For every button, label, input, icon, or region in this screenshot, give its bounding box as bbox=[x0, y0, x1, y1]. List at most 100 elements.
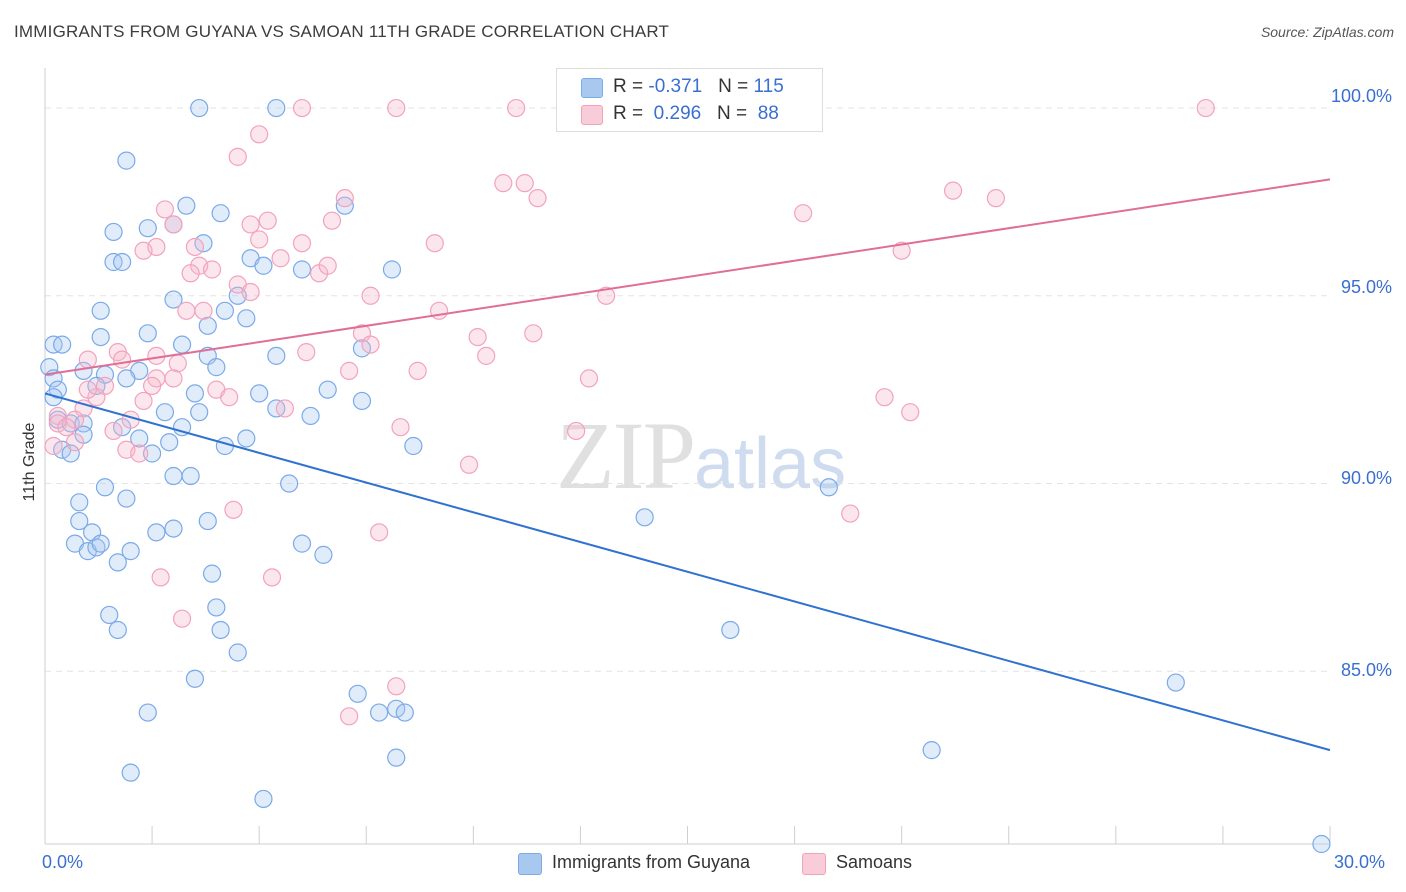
samoan-point bbox=[340, 361, 359, 380]
samoan-point bbox=[181, 264, 200, 283]
legend-r-label: R = bbox=[613, 76, 649, 97]
guyana-point bbox=[138, 324, 157, 343]
guyana-point bbox=[721, 620, 740, 640]
samoan-point bbox=[147, 237, 166, 257]
samoan-point bbox=[387, 677, 406, 696]
guyana-point bbox=[40, 358, 59, 377]
samoan-point bbox=[524, 324, 543, 343]
guyana-point bbox=[95, 478, 115, 497]
guyana-point bbox=[1312, 834, 1331, 854]
samoan-point bbox=[185, 237, 205, 257]
samoan-point bbox=[494, 174, 513, 193]
guyana-point bbox=[185, 384, 205, 403]
samoan-point bbox=[391, 418, 410, 437]
samoan-point bbox=[151, 568, 170, 587]
guyana-point bbox=[395, 703, 414, 722]
samoan-point bbox=[943, 181, 963, 200]
guyana-point bbox=[335, 196, 354, 215]
guyana-point bbox=[91, 534, 110, 553]
guyana-point bbox=[138, 219, 157, 238]
legend-swatch-samoans bbox=[581, 105, 603, 125]
bottom-legend-swatch-samoans bbox=[802, 853, 826, 875]
legend-n-value: 115 bbox=[753, 76, 784, 97]
samoan-point bbox=[794, 204, 813, 223]
guyana-point bbox=[164, 519, 183, 538]
legend-stats-samoans: R = 0.296 N = 88 bbox=[613, 103, 779, 125]
samoan-point bbox=[477, 346, 496, 365]
guyana-point bbox=[352, 391, 372, 411]
guyana-point bbox=[237, 429, 256, 448]
correlation-legend: R = -0.371 N = 115 R = 0.296 N = 88 bbox=[556, 68, 823, 132]
y-tick-label-100: 100.0% bbox=[1330, 86, 1392, 106]
samoan-point bbox=[387, 98, 406, 118]
samoan-point bbox=[579, 369, 599, 388]
bottom-legend-swatch-guyana bbox=[518, 853, 542, 875]
samoan-point bbox=[468, 327, 487, 347]
samoan-point bbox=[986, 189, 1006, 208]
samoan-point bbox=[292, 98, 312, 118]
guyana-point bbox=[164, 466, 183, 486]
guyana-point bbox=[254, 789, 273, 809]
samoan-point bbox=[78, 350, 97, 369]
guyana-point bbox=[61, 444, 80, 463]
samoan-point bbox=[250, 125, 269, 144]
guyana-point bbox=[254, 256, 273, 275]
samoan-point bbox=[142, 376, 162, 396]
samoan-point bbox=[292, 234, 312, 253]
guyana-point bbox=[172, 418, 192, 437]
guyana-point bbox=[91, 327, 110, 347]
samoan-point bbox=[515, 174, 534, 193]
guyana-point bbox=[267, 98, 286, 118]
guyana-point bbox=[181, 466, 200, 486]
samoan-point bbox=[408, 361, 427, 380]
samoan-point bbox=[892, 241, 911, 260]
y-tick-label-85: 85.0% bbox=[1340, 660, 1392, 680]
guyana-point bbox=[292, 534, 312, 553]
guyana-point bbox=[53, 335, 72, 354]
guyana-point bbox=[117, 369, 136, 388]
samoan-point bbox=[134, 391, 153, 411]
legend-r-value: 0.296 bbox=[653, 103, 702, 124]
guyana-point bbox=[348, 684, 367, 703]
guyana-point bbox=[215, 301, 234, 320]
samoan-point bbox=[567, 421, 586, 441]
guyana-point bbox=[211, 204, 230, 223]
samoan-point bbox=[224, 500, 243, 519]
watermark: ZIPatlas bbox=[556, 400, 846, 511]
samoan-point bbox=[172, 609, 192, 628]
samoan-point bbox=[528, 189, 547, 208]
samoan-point bbox=[177, 301, 196, 320]
guyana-point bbox=[267, 346, 286, 365]
guyana-point bbox=[104, 222, 123, 242]
guyana-point bbox=[318, 380, 337, 399]
guyana-point bbox=[280, 474, 299, 493]
x-tick-label-min: 0.0% bbox=[42, 852, 84, 872]
legend-r-value: -0.371 bbox=[648, 76, 703, 97]
guyana-point bbox=[207, 358, 226, 377]
samoan-point bbox=[220, 388, 239, 407]
samoan-point bbox=[241, 282, 260, 302]
guyana-point bbox=[91, 301, 110, 320]
samoan-trend-line bbox=[44, 178, 1331, 376]
guyana-point bbox=[70, 511, 89, 531]
samoan-point bbox=[194, 301, 213, 320]
legend-n-value: 88 bbox=[757, 103, 779, 124]
guyana-point bbox=[190, 98, 209, 118]
samoan-point bbox=[155, 200, 175, 219]
samoan-point bbox=[1196, 98, 1215, 118]
samoan-point bbox=[429, 301, 449, 320]
samoan-point bbox=[361, 286, 380, 305]
guyana-point bbox=[387, 748, 406, 767]
guyana-point bbox=[190, 403, 209, 422]
samoan-point bbox=[335, 189, 354, 208]
bottom-legend-label-samoans: Samoans bbox=[836, 852, 913, 872]
guyana-point bbox=[635, 508, 654, 527]
samoan-point bbox=[228, 147, 247, 166]
samoan-point bbox=[370, 523, 389, 542]
guyana-point bbox=[147, 523, 166, 542]
samoan-point bbox=[130, 444, 149, 463]
y-tick-label-95: 95.0% bbox=[1340, 277, 1392, 297]
bottom-legend-label-guyana: Immigrants from Guyana bbox=[552, 852, 751, 872]
guyana-point bbox=[172, 335, 192, 354]
